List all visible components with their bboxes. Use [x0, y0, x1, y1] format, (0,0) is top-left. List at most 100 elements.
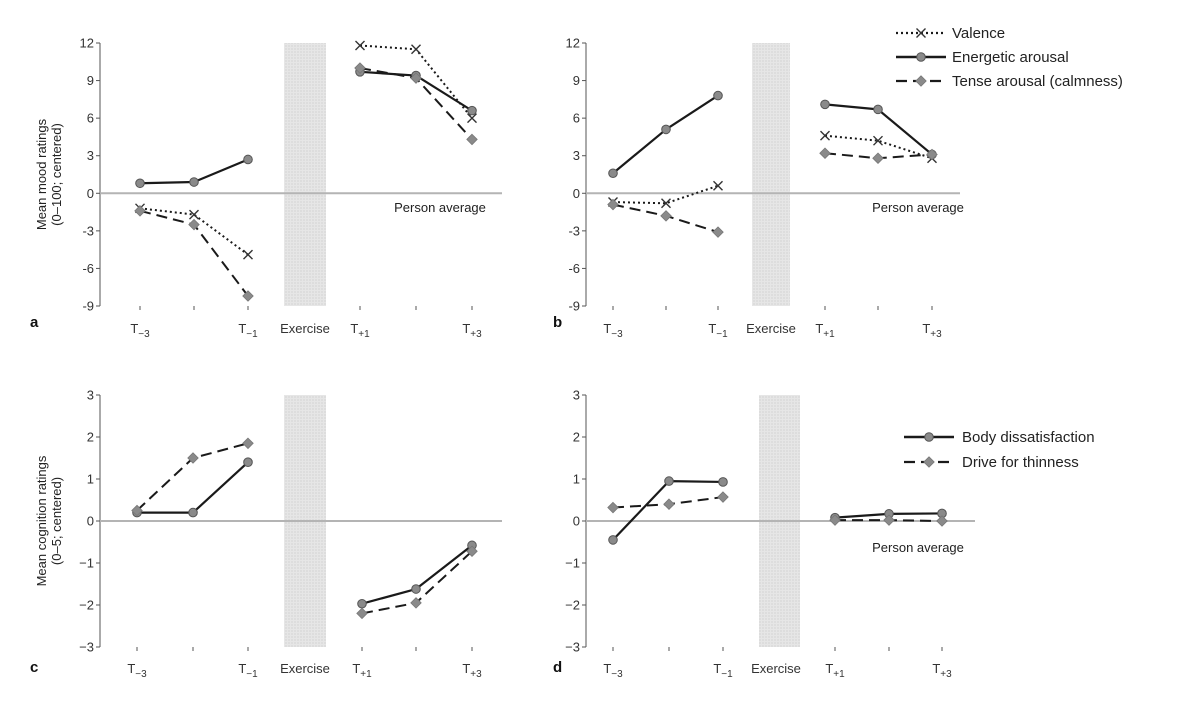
legend-2: Body dissatisfaction Drive for thinness	[904, 429, 1095, 471]
data-point	[242, 290, 254, 302]
x-tick-label: T+1	[350, 321, 370, 340]
y-tick-label: -6	[568, 261, 580, 276]
x-tick-label: T+3	[932, 661, 952, 680]
legend-label: Valence	[952, 25, 1005, 42]
y-tick-label: 0	[573, 514, 580, 529]
y-tick-label: 0	[573, 186, 580, 201]
x-tick-label: T+3	[462, 321, 482, 340]
legend-label: Body dissatisfaction	[962, 429, 1095, 446]
series-tense-arousal-calmness	[607, 147, 938, 238]
series-drive-for-thinness	[131, 437, 478, 620]
y-tick-label: 1	[87, 472, 94, 487]
data-point	[243, 457, 253, 468]
data-point	[355, 40, 365, 51]
y-axis-title: (0–5; centered)	[49, 477, 64, 565]
legend-marker	[916, 28, 926, 38]
legend-entry: Tense arousal (calmness)	[896, 73, 1123, 90]
y-tick-label: 12	[566, 36, 580, 51]
y-tick-label: -9	[82, 299, 94, 314]
data-point	[131, 504, 143, 517]
y-tick-label: −2	[79, 598, 94, 613]
data-point	[466, 545, 478, 558]
data-point	[354, 62, 366, 74]
data-point	[873, 104, 883, 115]
person-average-label: Person average	[872, 540, 964, 555]
x-tick-label: Exercise	[746, 321, 796, 336]
data-point	[134, 205, 146, 217]
data-point	[188, 507, 198, 518]
data-point	[819, 147, 831, 159]
data-point	[883, 514, 895, 526]
y-tick-label: 0	[87, 186, 94, 201]
series-line	[137, 461, 249, 514]
y-tick-label: -3	[568, 223, 580, 238]
y-tick-label: −1	[79, 556, 94, 571]
data-point	[661, 198, 671, 209]
y-tick-label: 9	[87, 73, 94, 88]
x-tick-label: T−1	[238, 321, 258, 340]
series-line	[612, 94, 719, 175]
x-tick-label: T−1	[713, 661, 733, 680]
person-average-label: Person average	[394, 200, 486, 215]
y-tick-label: -9	[568, 299, 580, 314]
panel-letter: c	[30, 659, 38, 676]
data-point	[189, 177, 199, 187]
legend-entry: Valence	[896, 25, 1005, 42]
data-point	[467, 113, 477, 124]
legend-label: Drive for thinness	[962, 454, 1079, 471]
panel-c: 3 2 1 0 −1 −2 −3 T−3 T−1 Exercise T+1 T+3 Mean cogni…	[30, 388, 502, 680]
legend-1: Valence Energetic arousal Tense arousal (c…	[896, 25, 1123, 90]
x-tick-label: T−1	[708, 321, 728, 340]
person-average-label: Person average	[872, 200, 964, 215]
data-point	[608, 535, 618, 545]
data-point	[660, 210, 672, 222]
y-tick-label: 2	[573, 430, 580, 445]
data-point	[411, 584, 421, 594]
y-tick-label: 3	[87, 148, 94, 163]
x-tick-label: T+3	[922, 321, 942, 340]
y-tick-label: 3	[573, 388, 580, 403]
data-point	[356, 607, 368, 620]
x-tick-label: T+1	[352, 661, 372, 680]
data-point	[189, 209, 199, 220]
data-point	[718, 477, 728, 487]
data-point	[188, 218, 200, 231]
x-tick-label: T+1	[815, 321, 835, 340]
data-point	[829, 514, 841, 526]
legend-entry: Energetic arousal	[896, 49, 1069, 66]
panel-a: 12 9 6 3 0 -3 -6 -9 Person average T−3 T−1 Exercise…	[30, 36, 502, 340]
data-point	[187, 452, 199, 464]
data-point	[467, 105, 477, 116]
legend-marker	[916, 52, 926, 62]
data-point	[410, 72, 422, 84]
data-point	[663, 498, 675, 510]
y-tick-label: 6	[573, 111, 580, 126]
legend-marker	[924, 432, 934, 442]
y-tick-label: −3	[79, 640, 94, 655]
x-tick-label: Exercise	[280, 321, 330, 336]
legend-marker	[915, 75, 927, 87]
x-tick-label: Exercise	[751, 661, 801, 676]
x-tick-label: T−3	[127, 661, 147, 680]
legend-marker	[923, 456, 935, 468]
y-tick-label: -3	[82, 223, 94, 238]
data-point	[243, 154, 253, 165]
legend-entry: Body dissatisfaction	[904, 429, 1095, 446]
y-tick-label: 3	[87, 388, 94, 403]
y-tick-label: -6	[82, 261, 94, 276]
exercise-band	[752, 43, 790, 306]
x-tick-label: T−3	[130, 321, 150, 340]
y-tick-label: 2	[87, 430, 94, 445]
y-tick-label: 3	[573, 148, 580, 163]
series-line	[612, 480, 724, 541]
data-point	[411, 44, 421, 55]
data-point	[664, 476, 674, 486]
y-tick-label: 12	[80, 36, 94, 51]
x-tick-label: T+3	[462, 661, 482, 680]
data-point	[872, 152, 884, 164]
data-point	[243, 249, 253, 260]
series-body-dissatisfaction	[608, 476, 947, 545]
y-tick-label: −1	[565, 556, 580, 571]
data-point	[713, 90, 723, 101]
